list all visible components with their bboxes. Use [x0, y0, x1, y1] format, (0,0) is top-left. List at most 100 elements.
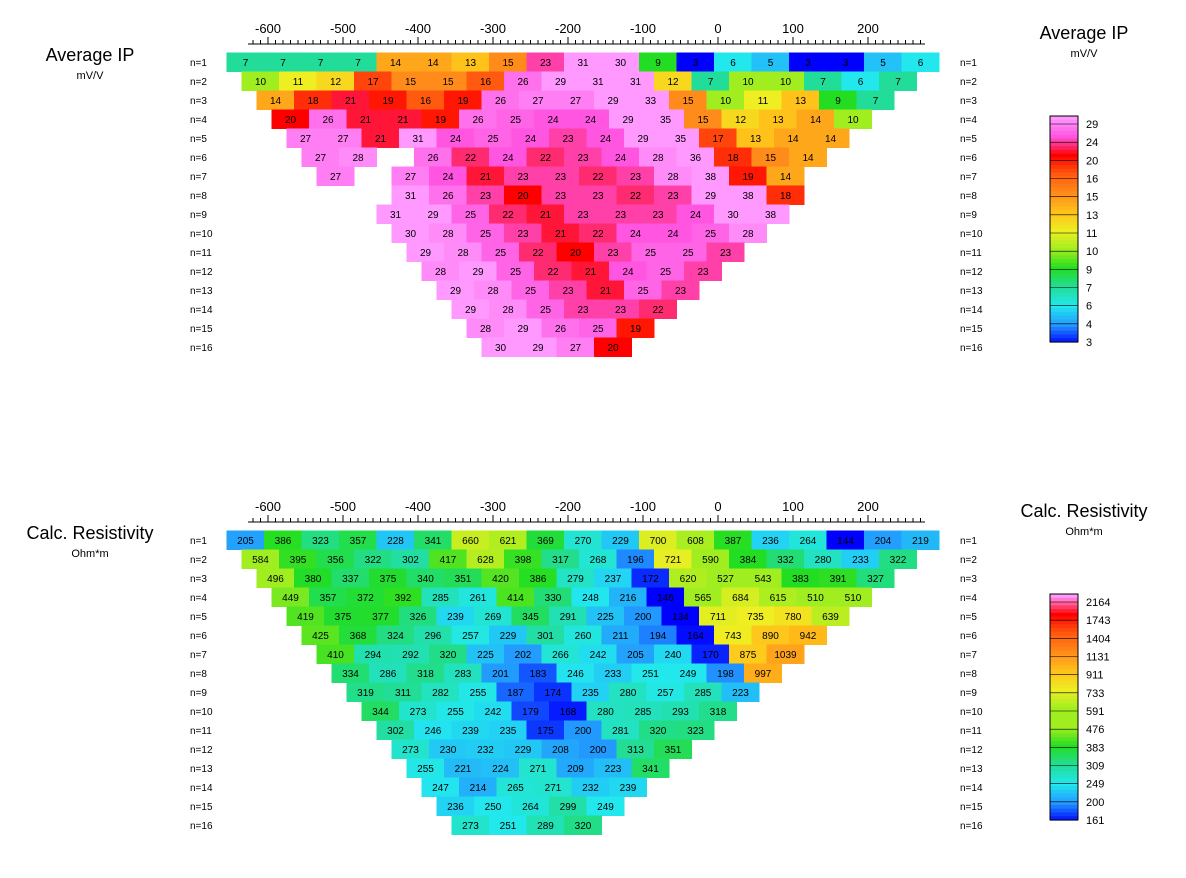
ip-cell — [541, 71, 580, 91]
res-cell — [789, 530, 827, 550]
ip-cell — [639, 299, 677, 319]
ip-value-label: 9 — [655, 58, 661, 69]
res-value-label: 292 — [402, 650, 419, 661]
res-value-label: 285 — [432, 593, 449, 604]
res-value-label: 196 — [627, 555, 644, 566]
ip-value-label: 14 — [810, 115, 822, 126]
res-cell — [489, 530, 527, 550]
ip-value-label: 29 — [472, 267, 484, 278]
ip-cell — [241, 71, 280, 91]
ip-value-label: 27 — [570, 96, 582, 107]
res-cell — [586, 606, 625, 626]
res-n-label-right: n=5 — [960, 612, 977, 623]
ip-value-label: 22 — [465, 153, 477, 164]
res-value-label: 332 — [777, 555, 794, 566]
res-value-label: 225 — [477, 650, 494, 661]
ip-cell — [586, 280, 625, 300]
ip-cell — [646, 109, 685, 129]
ip-value-label: 22 — [532, 248, 544, 259]
ip-unit: mV/V — [76, 70, 104, 82]
res-n-label-right: n=7 — [960, 650, 977, 661]
res-cell — [751, 625, 790, 645]
ip-value-label: 7 — [708, 77, 714, 88]
ip-cell — [474, 128, 512, 148]
ip-cell — [654, 223, 692, 243]
ip-value-label: 23 — [480, 191, 492, 202]
ip-cell — [556, 337, 595, 357]
res-legend-colorbar — [1050, 594, 1078, 821]
res-n-label-left: n=14 — [190, 783, 213, 794]
res-x-tick-label: -100 — [630, 499, 656, 514]
res-value-label: 510 — [845, 593, 862, 604]
res-cell — [361, 606, 400, 626]
res-value-label: 250 — [485, 802, 502, 813]
ip-cell — [414, 52, 452, 72]
res-cell — [414, 625, 452, 645]
ip-cell — [639, 204, 677, 224]
res-cell — [841, 549, 880, 569]
ip-cell — [706, 242, 745, 262]
res-n-label-left: n=1 — [190, 536, 207, 547]
res-value-label: 255 — [417, 764, 434, 775]
ip-n-label-left: n=8 — [190, 191, 207, 202]
ip-cell — [639, 147, 677, 167]
ip-value-label: 12 — [667, 77, 679, 88]
res-legend-label: 309 — [1086, 761, 1104, 773]
ip-cell — [489, 204, 527, 224]
ip-cell — [639, 52, 677, 72]
ip-value-label: 22 — [652, 305, 664, 316]
res-cell — [541, 549, 580, 569]
ip-cell — [481, 90, 520, 110]
res-n-label-right: n=11 — [960, 726, 982, 737]
res-cell — [691, 549, 730, 569]
ip-cell — [496, 261, 535, 281]
ip-value-label: 15 — [502, 58, 514, 69]
ip-value-label: 23 — [615, 305, 627, 316]
res-cell — [459, 587, 497, 607]
ip-value-label: 6 — [730, 58, 736, 69]
ip-cell — [421, 261, 460, 281]
ip-legend-label: 10 — [1086, 246, 1098, 258]
ip-value-label: 14 — [270, 96, 282, 107]
res-value-label: 201 — [492, 669, 509, 680]
res-value-label: 270 — [575, 536, 592, 547]
res-cell — [661, 606, 700, 626]
res-value-label: 386 — [530, 574, 547, 585]
res-cell — [804, 549, 842, 569]
ip-value-label: 10 — [780, 77, 792, 88]
res-cell — [856, 568, 895, 588]
res-cell — [511, 701, 550, 721]
res-value-label: 372 — [357, 593, 374, 604]
res-value-label: 621 — [500, 536, 517, 547]
res-n-label-left: n=2 — [190, 555, 207, 566]
res-value-label: 265 — [507, 783, 524, 794]
resistivity-pseudosection-chart: -600 -500 -400 -300 -200 -100 0 100 200 205 386 323… — [190, 499, 1110, 835]
res-value-label: 420 — [492, 574, 509, 585]
ip-cell — [691, 223, 730, 243]
ip-cell — [624, 280, 662, 300]
ip-cell — [301, 52, 340, 72]
res-cell — [759, 587, 797, 607]
res-value-label: 251 — [642, 669, 659, 680]
res-value-label: 248 — [582, 593, 599, 604]
res-cell — [549, 796, 587, 816]
res-value-label: 232 — [582, 783, 599, 794]
ip-n-label-left: n=1 — [190, 58, 207, 69]
res-cell — [729, 644, 767, 664]
ip-cell — [331, 90, 370, 110]
ip-cell — [429, 185, 467, 205]
res-cell — [399, 606, 437, 626]
ip-n-label-left: n=5 — [190, 134, 207, 145]
ip-value-label: 23 — [615, 210, 627, 221]
res-value-label: 318 — [710, 707, 727, 718]
res-n-label-left: n=4 — [190, 593, 207, 604]
res-cell — [609, 587, 647, 607]
res-cell — [789, 625, 827, 645]
res-value-label: 875 — [740, 650, 757, 661]
ip-cell — [309, 109, 347, 129]
res-value-label: 223 — [605, 764, 622, 775]
res-cell — [819, 568, 857, 588]
res-value-label: 221 — [455, 764, 472, 775]
ip-cell — [774, 128, 812, 148]
res-cell — [241, 549, 280, 569]
